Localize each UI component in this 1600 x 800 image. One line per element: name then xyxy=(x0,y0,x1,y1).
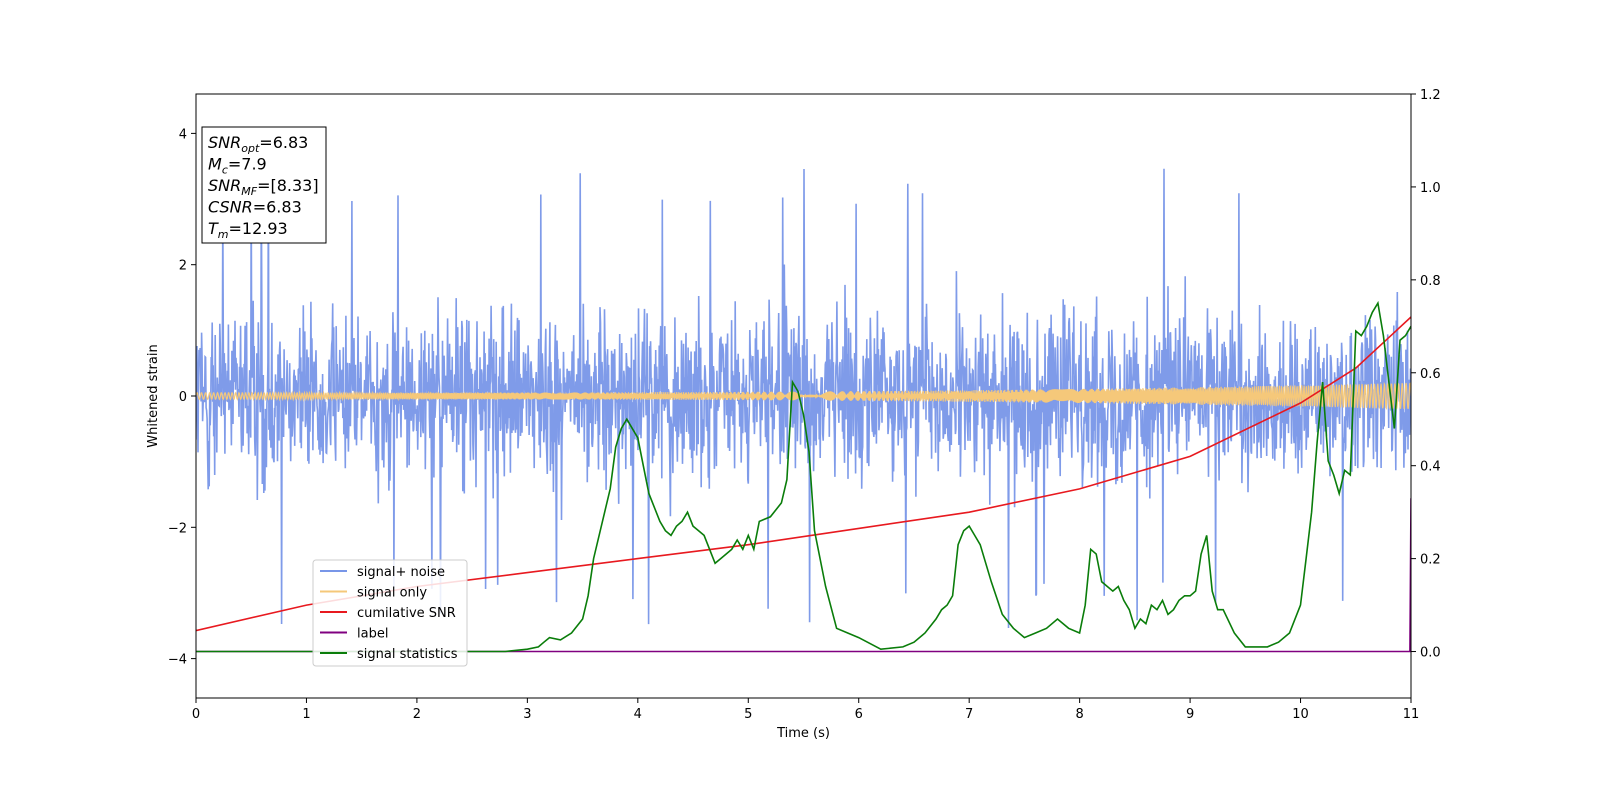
y-left-tick-label: 0 xyxy=(179,390,187,405)
annotation-line: SNRopt=6.83 xyxy=(208,133,308,155)
x-tick-label: 2 xyxy=(413,707,421,722)
y-left-tick-label: −2 xyxy=(168,521,187,536)
y-left-tick-label: 4 xyxy=(179,127,187,142)
annotation-box xyxy=(201,126,327,244)
annotation-line: SNRMF=[8.33] xyxy=(208,176,319,198)
annotation-line: Tm=12.93 xyxy=(208,219,288,241)
series-signal-only-line xyxy=(196,381,1411,411)
x-tick-label: 5 xyxy=(744,707,752,722)
y-right-tick-label: 0.6 xyxy=(1420,367,1441,382)
x-tick-label: 7 xyxy=(965,707,973,722)
annotation-line: CSNR=6.83 xyxy=(208,198,302,217)
y-right-tick-label: 0.8 xyxy=(1420,274,1441,289)
x-tick-label: 11 xyxy=(1403,707,1420,722)
x-tick-label: 10 xyxy=(1292,707,1309,722)
legend-label: signal only xyxy=(357,586,427,601)
x-tick-label: 1 xyxy=(302,707,310,722)
y-right-tick-label: 1.0 xyxy=(1420,181,1441,196)
x-tick-label: 9 xyxy=(1186,707,1194,722)
annotation-line: Mc=7.9 xyxy=(208,155,267,177)
y-right-tick-label: 1.2 xyxy=(1420,88,1441,103)
x-tick-label: 3 xyxy=(523,707,531,722)
legend: signal+ noise signal only cumilative SNR la… xyxy=(312,559,468,667)
x-tick-label: 6 xyxy=(855,707,863,722)
series-signal-statistics-line xyxy=(196,300,1411,653)
y-right-tick-label: 0.4 xyxy=(1420,460,1441,475)
legend-box xyxy=(312,559,468,667)
legend-label: cumilative SNR xyxy=(357,606,456,621)
axis-ticks: 0 1 2 3 4 5 6 7 8 9 10 11 −4 −2 0 2 4 0.0 0.2 0.4 0.6 0.8 1.0 1… xyxy=(168,88,1441,722)
x-tick-label: 4 xyxy=(634,707,642,722)
series-signal-noise-line xyxy=(196,164,1411,629)
legend-label: signal+ noise xyxy=(357,565,445,580)
x-axis-label: Time (s) xyxy=(776,726,830,741)
legend-label: signal statistics xyxy=(357,647,458,662)
y-right-tick-label: 0.2 xyxy=(1420,553,1441,568)
legend-label: label xyxy=(357,627,388,642)
y-right-tick-label: 0.0 xyxy=(1420,646,1441,661)
y-left-tick-label: 2 xyxy=(179,259,187,274)
x-tick-label: 8 xyxy=(1075,707,1083,722)
x-tick-label: 0 xyxy=(192,707,200,722)
y-axis-label: Whitened strain xyxy=(146,344,161,447)
y-left-tick-label: −4 xyxy=(168,653,187,668)
